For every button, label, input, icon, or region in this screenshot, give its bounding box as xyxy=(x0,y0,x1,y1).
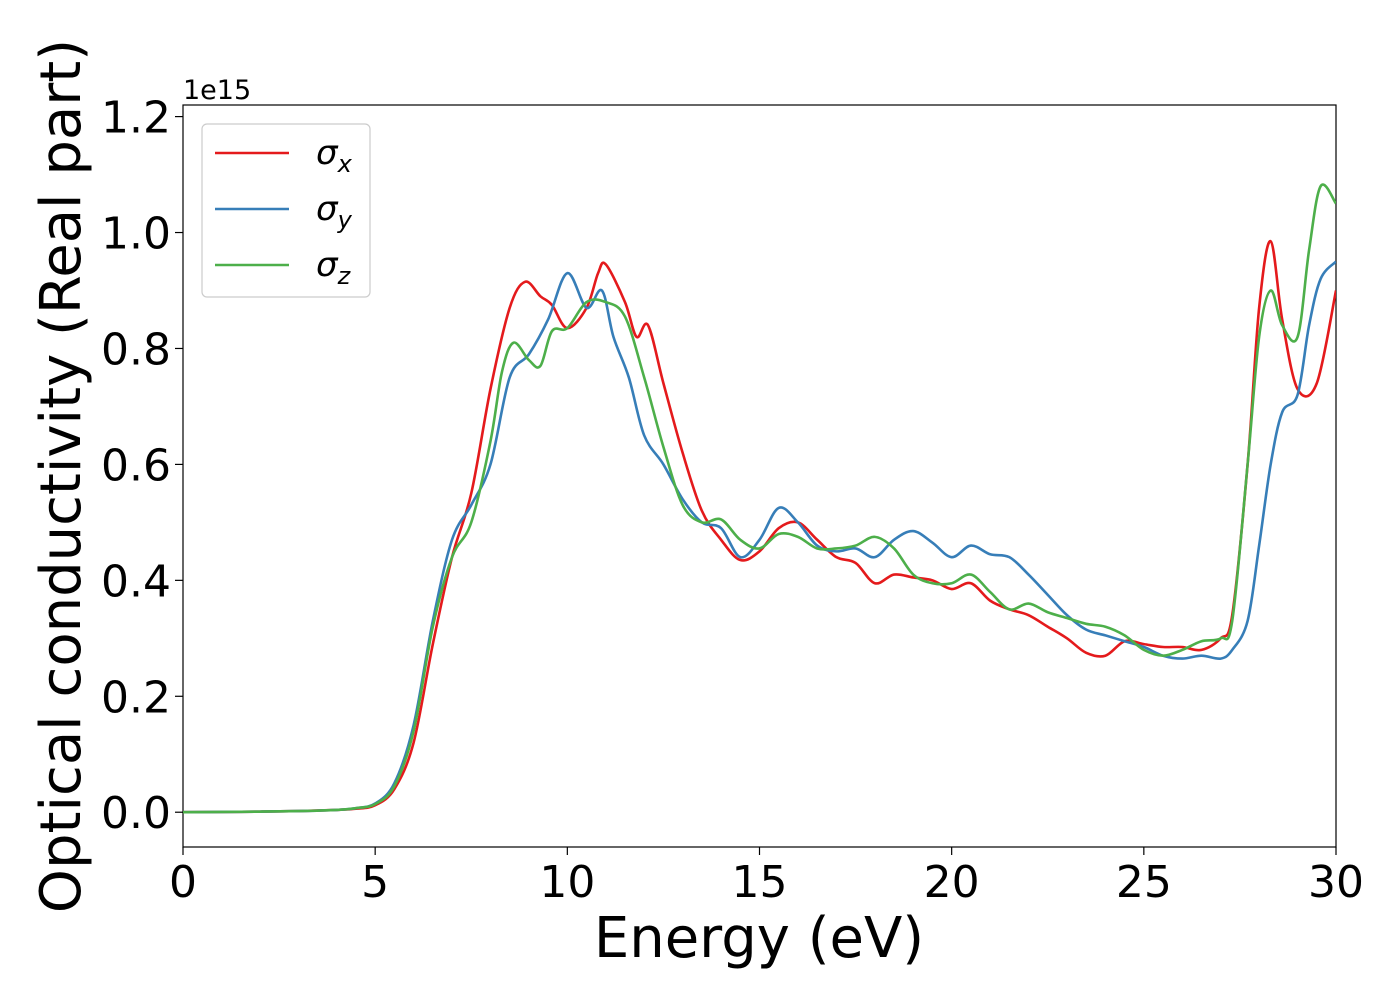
legend-item-x: σx xyxy=(215,133,353,178)
legend-item-y: σy xyxy=(215,189,353,234)
x-tick-label: 25 xyxy=(1116,857,1172,908)
x-tick-label: 5 xyxy=(361,857,389,908)
legend-label: σy xyxy=(316,189,353,234)
series-layer xyxy=(183,183,1336,814)
legend-label: σz xyxy=(316,245,352,290)
y-tick-label: 1.0 xyxy=(101,209,171,260)
x-tick-label: 10 xyxy=(539,857,595,908)
x-tick-label: 20 xyxy=(924,857,980,908)
x-tick-label: 0 xyxy=(169,857,197,908)
y-axis-label: Optical conductivity (Real part) xyxy=(29,39,94,913)
y-tick-label: 0.0 xyxy=(101,788,171,839)
series-line-y xyxy=(183,260,1336,814)
y-axis: 0.0 0.2 0.4 0.6 0.8 1.0 1.2 xyxy=(101,93,183,839)
y-tick-label: 0.8 xyxy=(101,324,171,375)
x-axis: 0 5 10 15 20 25 30 xyxy=(169,847,1364,908)
series-line-z xyxy=(183,183,1336,814)
x-axis-label: Energy (eV) xyxy=(594,906,924,971)
legend-label: σx xyxy=(316,133,353,178)
y-tick-label: 0.2 xyxy=(101,672,171,723)
legend-box xyxy=(201,123,371,298)
legend: σx σy σz xyxy=(201,123,371,298)
plot-area xyxy=(182,104,1337,848)
y-tick-label: 1.2 xyxy=(101,93,171,144)
y-tick-label: 0.6 xyxy=(101,440,171,491)
y-tick-label: 0.4 xyxy=(101,556,171,607)
x-tick-label: 15 xyxy=(732,857,788,908)
legend-item-z: σz xyxy=(215,245,352,290)
y-offset-label: 1e15 xyxy=(183,75,251,106)
x-tick-label: 30 xyxy=(1308,857,1364,908)
